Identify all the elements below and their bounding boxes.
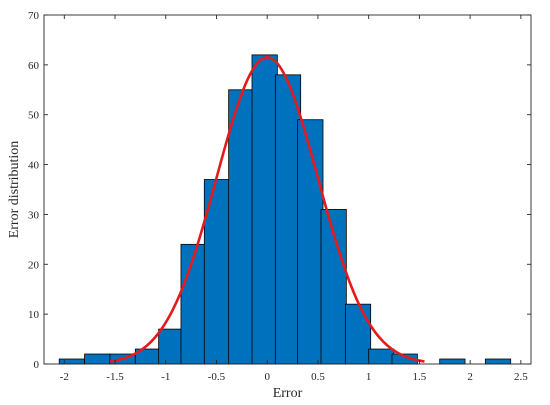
y-axis-ticks: 0 10 20 30 40 50 60 70 <box>28 10 531 371</box>
histogram-bar <box>84 353 111 365</box>
x-tick-label: -1.5 <box>106 371 124 383</box>
y-tick-label: 10 <box>28 309 40 321</box>
histogram-bar <box>344 303 372 365</box>
y-tick-label: 30 <box>28 209 40 221</box>
histogram-bar <box>320 209 347 365</box>
x-axis-label: Error <box>273 386 303 401</box>
x-tick-label: 2.5 <box>514 371 528 383</box>
histogram-bar <box>180 243 207 365</box>
x-tick-label: -1 <box>161 371 170 383</box>
x-tick-label: 2 <box>467 371 473 383</box>
histogram-bar <box>58 358 85 365</box>
y-tick-label: 0 <box>34 359 40 371</box>
histogram-bar <box>158 328 185 365</box>
histogram-bars <box>58 54 512 365</box>
histogram-bar <box>274 74 302 365</box>
histogram-bar <box>228 89 255 365</box>
x-tick-label: 1 <box>366 371 372 383</box>
x-tick-label: 0.5 <box>311 371 325 383</box>
x-tick-label: -0.5 <box>208 371 226 383</box>
x-axis-ticks: -2 -1.5 -1 -0.5 0 0.5 1 1.5 2 2.5 <box>60 15 528 383</box>
histogram-bar <box>368 348 395 365</box>
x-tick-label: 0 <box>264 371 270 383</box>
histogram-bar <box>251 54 278 365</box>
histogram-bar <box>484 358 512 365</box>
y-tick-label: 70 <box>28 10 40 22</box>
y-tick-label: 40 <box>28 160 40 172</box>
x-tick-label: 1.5 <box>413 371 427 383</box>
normal-fit-curve <box>109 56 425 363</box>
y-tick-label: 50 <box>28 110 40 122</box>
y-tick-label: 20 <box>28 259 40 271</box>
x-tick-label: -2 <box>60 371 69 383</box>
plot-frame <box>43 14 532 365</box>
histogram-bar <box>439 358 466 365</box>
y-axis-label: Error distribution <box>7 141 22 239</box>
y-tick-label: 60 <box>28 60 40 72</box>
histogram-bar <box>297 119 324 365</box>
